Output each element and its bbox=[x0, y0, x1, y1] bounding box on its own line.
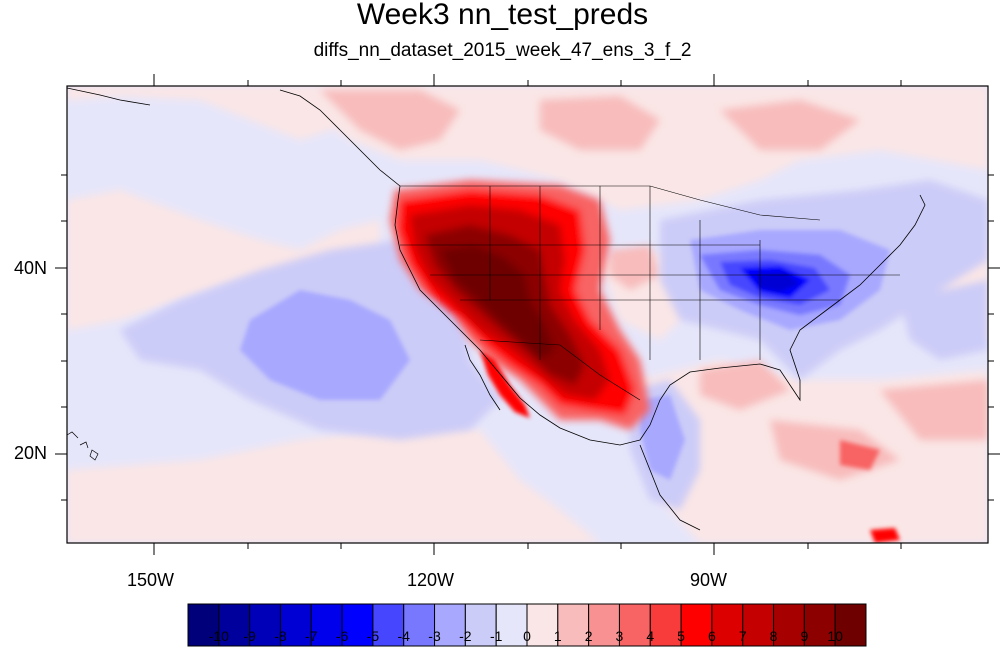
colorbar bbox=[187, 603, 867, 647]
colorbar-swatch bbox=[680, 603, 713, 647]
colorbar-label: -7 bbox=[305, 628, 318, 644]
colorbar-swatch bbox=[803, 603, 836, 647]
x-tick-label-90w: 90W bbox=[690, 570, 728, 590]
baja-positive bbox=[480, 350, 530, 418]
colorbar-swatch bbox=[403, 603, 436, 647]
colorbar-swatch bbox=[249, 603, 281, 647]
negative-strong-regions bbox=[700, 250, 850, 315]
x-tick-label-150w: 150W bbox=[127, 570, 175, 590]
small-red-patches bbox=[840, 440, 900, 543]
colorbar-swatch bbox=[187, 603, 220, 647]
colorbar-swatch bbox=[773, 603, 805, 647]
colorbar-swatch bbox=[341, 603, 374, 647]
colorbar-label: 5 bbox=[677, 628, 685, 644]
islands bbox=[67, 431, 99, 461]
colorbar-swatch bbox=[279, 603, 312, 647]
colorbar-label: 10 bbox=[827, 628, 843, 644]
colorbar-swatch bbox=[310, 603, 343, 647]
colorbar-swatch bbox=[742, 603, 775, 647]
colorbar-label: -4 bbox=[397, 628, 410, 644]
y-tick-label-20n: 20N bbox=[14, 443, 48, 463]
colorbar-label: -9 bbox=[243, 628, 256, 644]
colorbar-label: -2 bbox=[459, 628, 472, 644]
colorbar-label: -5 bbox=[366, 628, 380, 644]
colorbar-label: 4 bbox=[646, 628, 655, 644]
colorbar-label: -1 bbox=[489, 628, 503, 644]
colorbar-label: 2 bbox=[584, 628, 593, 644]
colorbar-label: 7 bbox=[738, 628, 747, 644]
colorbar-swatch bbox=[464, 603, 497, 647]
y-tick-label-40n: 40N bbox=[14, 258, 48, 278]
colorbar-label: -6 bbox=[335, 628, 349, 644]
colorbar-swatch bbox=[834, 603, 867, 647]
state-borders bbox=[400, 185, 900, 401]
colorbar-label: 0 bbox=[523, 628, 531, 644]
colorbar-swatch bbox=[218, 603, 251, 647]
positive-strong-regions bbox=[390, 180, 650, 430]
colorbar-label: 9 bbox=[800, 628, 809, 644]
colorbar-swatch bbox=[495, 603, 528, 647]
colorbar-swatch bbox=[711, 603, 744, 647]
colorbar-label: 6 bbox=[708, 628, 716, 644]
colorbar-swatch bbox=[526, 603, 559, 647]
plot-title: Week3 nn_test_preds bbox=[356, 0, 649, 31]
colorbar-label: 3 bbox=[615, 628, 624, 644]
x-tick-label-120w: 120W bbox=[407, 570, 455, 590]
plot-subtitle: diffs_nn_dataset_2015_week_47_ens_3_f_2 bbox=[313, 40, 692, 61]
colorbar-label: -10 bbox=[208, 628, 229, 644]
colorbar-label: -3 bbox=[428, 628, 441, 644]
colorbar-swatch bbox=[588, 603, 620, 647]
colorbar-label: 8 bbox=[769, 628, 778, 644]
data-field bbox=[67, 86, 988, 543]
axis-ticks bbox=[55, 74, 1000, 555]
colorbar-label: 1 bbox=[553, 628, 562, 644]
colorbar-label: -8 bbox=[274, 628, 287, 644]
